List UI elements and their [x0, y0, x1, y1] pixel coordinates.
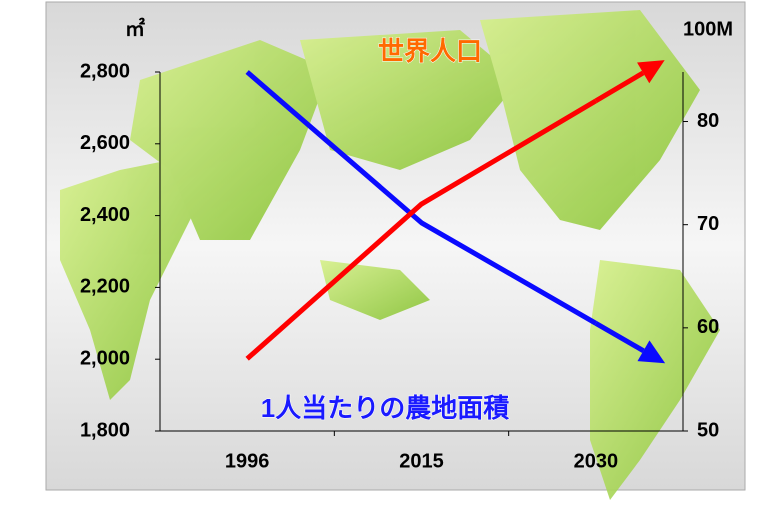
series-arrow-shaft — [594, 321, 645, 353]
x-tick-label: 1996 — [225, 450, 270, 472]
y-tick-label: 2,400 — [80, 204, 130, 226]
series-arrow-head — [637, 60, 665, 84]
y-tick-label: 1,800 — [80, 419, 130, 441]
series-label: 世界人口 — [378, 36, 482, 66]
x-tick-label: 2015 — [399, 450, 444, 472]
series-arrow-head — [637, 340, 666, 364]
series-arrow-shaft — [594, 70, 645, 104]
y2-tick-label: 50 — [697, 419, 719, 441]
series-line — [245, 70, 598, 326]
series-label: 1人当たりの農地面積 — [261, 393, 509, 423]
y2-tick-label: 60 — [697, 316, 719, 338]
y2-tick-label: 80 — [697, 110, 719, 132]
y2-unit: 100M — [683, 18, 733, 40]
y-tick-label: 2,800 — [80, 60, 130, 82]
y-tick-label: 2,600 — [80, 132, 130, 154]
x-tick-label: 2030 — [574, 450, 619, 472]
y2-tick-label: 70 — [697, 213, 719, 235]
y-tick-label: 2,200 — [80, 276, 130, 298]
series-line — [245, 98, 598, 361]
y-tick-label: 2,000 — [80, 347, 130, 369]
y-unit: ㎡ — [125, 16, 145, 40]
